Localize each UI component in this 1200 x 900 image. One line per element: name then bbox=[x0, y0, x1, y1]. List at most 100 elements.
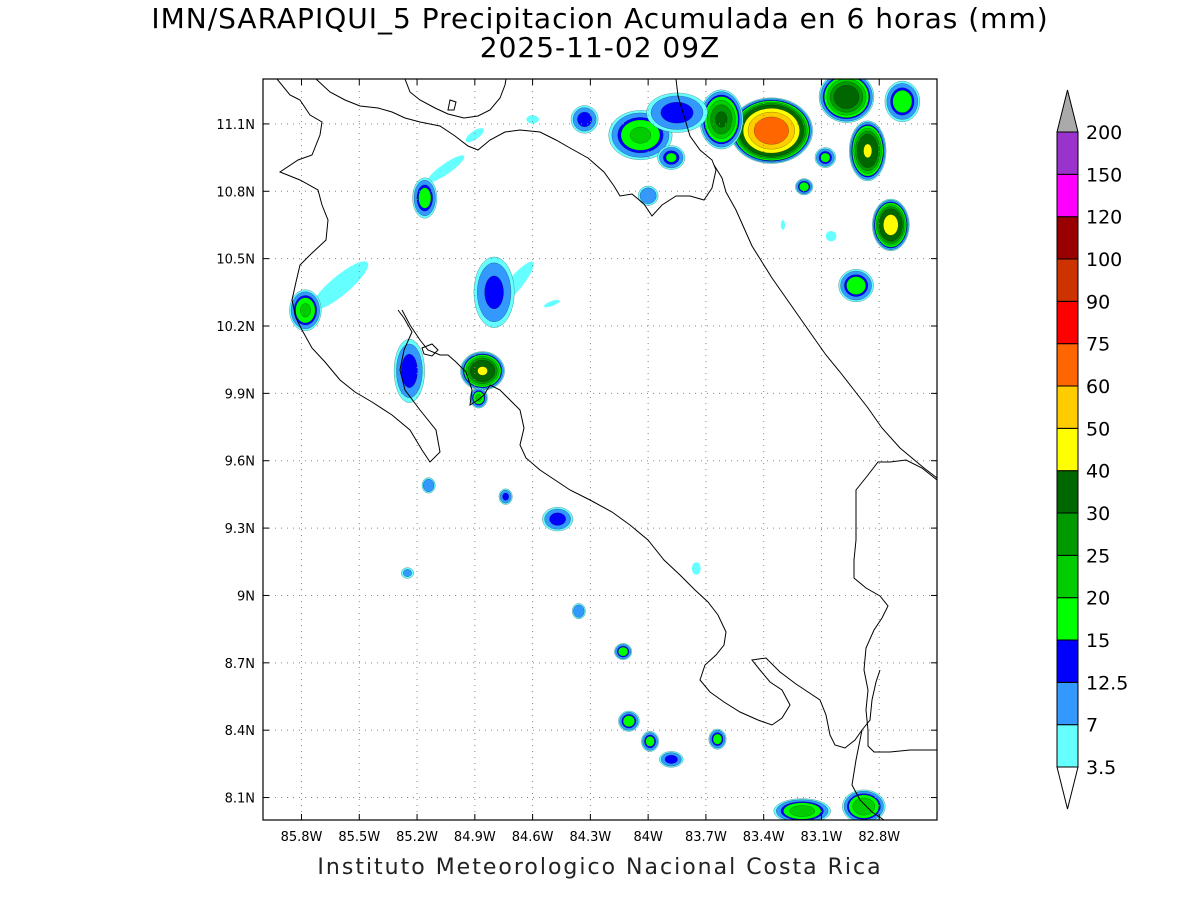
precip-cell-8-level-3 bbox=[892, 90, 913, 113]
precip-cell-23-level-3 bbox=[645, 736, 655, 747]
legend-level-label: 120 bbox=[1086, 207, 1122, 229]
lon-tick-label: 84.9W bbox=[454, 830, 496, 845]
panama-border bbox=[853, 459, 937, 753]
precip-band-8-level-0 bbox=[526, 115, 539, 124]
precip-cell-28-level-1 bbox=[422, 478, 435, 492]
precip-cell-24-level-2 bbox=[664, 754, 678, 764]
legend-swatch bbox=[1056, 724, 1079, 768]
precip-cell-0-level-9 bbox=[753, 116, 789, 145]
precip-cell-4-level-2 bbox=[577, 111, 592, 127]
precip-band-3-level-0 bbox=[465, 128, 484, 143]
precip-cell-17-level-2 bbox=[401, 353, 418, 388]
legend-swatch bbox=[1056, 427, 1079, 472]
lat-tick-label: 8.7N bbox=[225, 657, 255, 672]
lon-tick-label: 85.2W bbox=[396, 830, 438, 845]
legend-swatch bbox=[1056, 554, 1079, 599]
lat-tick-label: 8.4N bbox=[225, 724, 255, 739]
lon-tick-label: 82.8W bbox=[858, 830, 900, 845]
color-legend: 3.5 7 12.5 15 20 25 30 40 50 60 75 90 100 120 150 200 bbox=[1056, 89, 1128, 810]
nicaragua-border bbox=[315, 79, 717, 217]
precip-cell-6-level-7 bbox=[863, 143, 873, 158]
nicoya-gulf-coast bbox=[401, 309, 881, 749]
lat-tick-label: 9.6N bbox=[225, 455, 255, 470]
precip-cell-27-level-4 bbox=[852, 797, 876, 816]
precip-cell-10-level-3 bbox=[820, 152, 831, 163]
precip-cell-9-level-3 bbox=[799, 182, 810, 192]
precip-cell-20-level-2 bbox=[549, 512, 566, 526]
legend-swatch bbox=[1056, 639, 1079, 683]
lon-tick-label: 83.4W bbox=[743, 830, 785, 845]
legend-level-label: 3.5 bbox=[1086, 757, 1116, 779]
panama-south-coast bbox=[851, 729, 885, 820]
legend-level-label: 150 bbox=[1086, 164, 1122, 186]
precip-cell-22-level-3 bbox=[622, 715, 635, 728]
lon-tick-label: 83.7W bbox=[685, 830, 727, 845]
footer-credit: Instituto Meteorologico Nacional Costa R… bbox=[317, 855, 883, 880]
precip-cell-29-level-2 bbox=[502, 492, 509, 501]
precip-cell-12-level-1 bbox=[639, 187, 657, 204]
lat-tick-label: 9.9N bbox=[225, 387, 255, 402]
precip-cell-21-level-3 bbox=[618, 646, 629, 657]
legend-under-triangle bbox=[1056, 766, 1079, 810]
legend-level-label: 40 bbox=[1086, 461, 1110, 483]
precip-cell-14-level-7 bbox=[477, 366, 488, 376]
lat-tick-label: 10.5N bbox=[216, 253, 255, 268]
lat-tick-label: 10.8N bbox=[216, 185, 255, 200]
legend-level-label: 50 bbox=[1086, 418, 1110, 440]
plot-frame bbox=[262, 78, 938, 821]
legend-level-label: 60 bbox=[1086, 376, 1110, 398]
lat-tick-label: 11.1N bbox=[216, 118, 255, 133]
lat-tick-label: 9.3N bbox=[225, 522, 255, 537]
map-title: IMN/SARAPIQUI_5 Precipitacion Acumulada … bbox=[151, 2, 1049, 35]
legend-level-label: 15 bbox=[1086, 630, 1110, 652]
legend-swatch bbox=[1056, 173, 1079, 218]
costa-rica-pacific-coast bbox=[276, 79, 441, 463]
legend-swatch bbox=[1056, 300, 1079, 345]
precip-band-7-level-0 bbox=[780, 220, 786, 230]
legend-level-label: 200 bbox=[1086, 122, 1122, 144]
legend-level-label: 75 bbox=[1086, 334, 1110, 356]
precip-band-6-level-0 bbox=[825, 231, 837, 242]
map-timestamp: 2025-11-02 09Z bbox=[479, 31, 721, 64]
precipitation-field bbox=[289, 79, 921, 820]
precip-cell-30-level-1 bbox=[573, 604, 585, 618]
legend-swatch bbox=[1056, 681, 1079, 726]
precip-cell-7-level-7 bbox=[883, 214, 899, 236]
lat-tick-label: 10.2N bbox=[216, 320, 255, 335]
legend-level-label: 7 bbox=[1086, 715, 1098, 737]
precip-cell-31-level-1 bbox=[403, 569, 412, 577]
precip-cell-15-level-4 bbox=[475, 394, 482, 402]
chira-island bbox=[421, 343, 439, 357]
island bbox=[447, 99, 457, 111]
precip-cell-2-level-4 bbox=[629, 126, 652, 144]
legend-swatch bbox=[1056, 385, 1079, 429]
lon-tick-label: 83.1W bbox=[801, 830, 843, 845]
precip-cell-3-level-2 bbox=[660, 101, 694, 124]
coastline-borders bbox=[276, 79, 937, 820]
legend-swatch bbox=[1056, 131, 1079, 175]
legend-swatch bbox=[1056, 470, 1079, 514]
legend-swatch bbox=[1056, 258, 1079, 302]
legend-over-triangle bbox=[1056, 89, 1079, 133]
legend-level-label: 20 bbox=[1086, 588, 1110, 610]
legend-level-label: 25 bbox=[1086, 545, 1110, 567]
caribbean-coast bbox=[713, 164, 937, 479]
precip-cell-11-level-3 bbox=[665, 152, 677, 163]
legend-swatch bbox=[1056, 597, 1079, 641]
precip-cell-18-level-4 bbox=[299, 303, 311, 318]
precip-band-5-level-0 bbox=[543, 299, 560, 308]
lon-tick-label: 84W bbox=[633, 830, 663, 845]
lon-tick-label: 84.6W bbox=[512, 830, 554, 845]
nicaragua-lake-outflow bbox=[675, 79, 717, 171]
lat-tick-label: 9N bbox=[237, 589, 255, 604]
lon-tick-label: 85.5W bbox=[338, 830, 380, 845]
legend-level-label: 12.5 bbox=[1086, 672, 1128, 694]
precip-band-4-level-0 bbox=[691, 562, 701, 575]
precip-cell-25-level-3 bbox=[712, 733, 723, 745]
legend-level-label: 100 bbox=[1086, 249, 1122, 271]
precip-cell-13-level-3 bbox=[846, 276, 866, 295]
legend-level-label: 30 bbox=[1086, 503, 1110, 525]
precip-band-2-level-0 bbox=[427, 155, 465, 183]
precip-band-0-level-0 bbox=[311, 261, 369, 310]
